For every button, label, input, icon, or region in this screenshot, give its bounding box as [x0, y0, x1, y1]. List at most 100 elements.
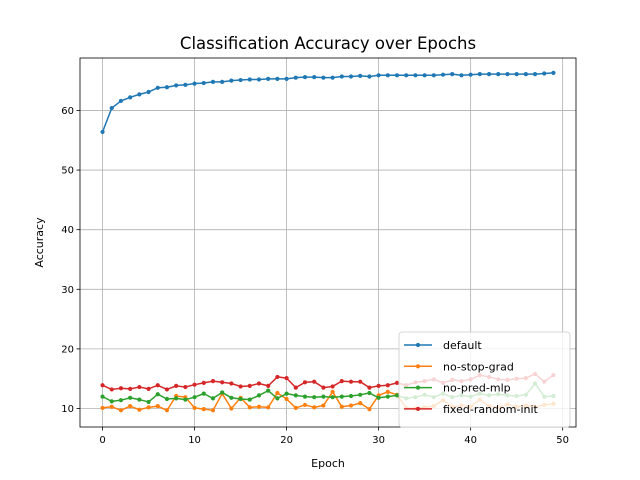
data-point [284, 76, 289, 81]
legend-label: default [443, 339, 482, 352]
data-point [100, 405, 105, 411]
data-point [367, 407, 372, 412]
data-point [551, 70, 556, 75]
data-point [118, 408, 124, 413]
data-point [256, 77, 262, 82]
data-point [505, 72, 510, 77]
data-point [413, 73, 418, 78]
data-point [146, 405, 151, 410]
data-point [293, 75, 298, 80]
data-point [542, 71, 547, 76]
x-tick-label: 30 [372, 435, 385, 446]
data-point [174, 383, 179, 388]
data-point [275, 374, 280, 380]
y-tick-label: 20 [61, 344, 74, 355]
data-point [367, 74, 372, 79]
data-point [266, 383, 271, 388]
legend-entry: default [404, 339, 482, 352]
legend-label: fixed-random-init [443, 403, 539, 416]
data-point [247, 397, 252, 402]
data-point [118, 386, 124, 391]
data-point [155, 383, 160, 388]
legend-swatch-marker [415, 385, 421, 390]
data-point [229, 78, 234, 83]
data-point [100, 129, 105, 135]
data-point [220, 380, 225, 385]
data-point [302, 394, 308, 399]
y-axis-label: Accuracy [33, 217, 46, 268]
legend-swatch-marker [415, 406, 421, 411]
legend-entry: no-pred-mlp [404, 382, 511, 395]
data-point [293, 405, 298, 411]
data-point [348, 393, 354, 399]
data-point [183, 82, 188, 87]
data-point [348, 379, 354, 384]
data-point [266, 388, 271, 393]
data-point [302, 380, 308, 385]
data-point [146, 89, 151, 95]
data-point [440, 72, 446, 77]
data-point [404, 73, 409, 78]
data-point [330, 395, 335, 400]
data-point [284, 391, 289, 396]
data-point [284, 376, 289, 381]
x-tick-label: 0 [99, 435, 105, 446]
grid [80, 58, 576, 427]
data-point [459, 73, 464, 78]
data-point [523, 72, 528, 77]
data-point [137, 407, 142, 412]
data-point [192, 81, 197, 86]
data-point [367, 385, 372, 390]
data-point [321, 385, 326, 390]
data-point [358, 392, 363, 397]
data-point [183, 384, 188, 390]
data-point [201, 391, 206, 396]
data-point [275, 76, 280, 81]
chart-title: Classification Accuracy over Epochs [180, 34, 476, 53]
data-point [137, 92, 142, 97]
data-point [137, 384, 142, 390]
data-point [385, 389, 390, 394]
legend-entry: no-stop-grad [404, 360, 514, 373]
data-point [394, 73, 400, 78]
data-point [293, 393, 298, 398]
data-point [321, 75, 326, 80]
data-point [312, 379, 317, 384]
data-point [238, 77, 243, 83]
y-tick-label: 30 [61, 285, 74, 296]
data-point [109, 105, 114, 111]
data-point [514, 72, 519, 77]
data-point [210, 379, 216, 384]
data-point [348, 403, 354, 408]
legend: default no-stop-grad no-pred-mlp fixed-rand… [398, 331, 571, 428]
data-point [293, 385, 298, 390]
data-point [358, 401, 363, 406]
data-point [302, 402, 308, 408]
data-point [229, 381, 234, 386]
data-point [339, 379, 344, 384]
data-point [247, 77, 252, 82]
data-point [238, 384, 243, 389]
x-tick-label: 40 [464, 435, 477, 446]
data-point [330, 389, 335, 394]
data-point [330, 75, 335, 80]
data-point [220, 79, 225, 84]
data-point [174, 83, 179, 88]
data-point [128, 386, 133, 391]
data-point [164, 387, 170, 392]
data-point [431, 73, 436, 78]
data-point [339, 394, 344, 399]
data-point [394, 380, 400, 385]
data-point [100, 394, 105, 399]
data-point [192, 382, 197, 387]
data-point [321, 403, 326, 408]
data-point [201, 407, 206, 412]
data-point [192, 405, 197, 411]
data-point [312, 405, 317, 410]
data-point [210, 396, 216, 401]
data-point [155, 404, 160, 409]
data-point [256, 393, 262, 398]
data-point [532, 72, 538, 77]
data-point [109, 404, 114, 409]
legend-label: no-pred-mlp [443, 382, 511, 395]
